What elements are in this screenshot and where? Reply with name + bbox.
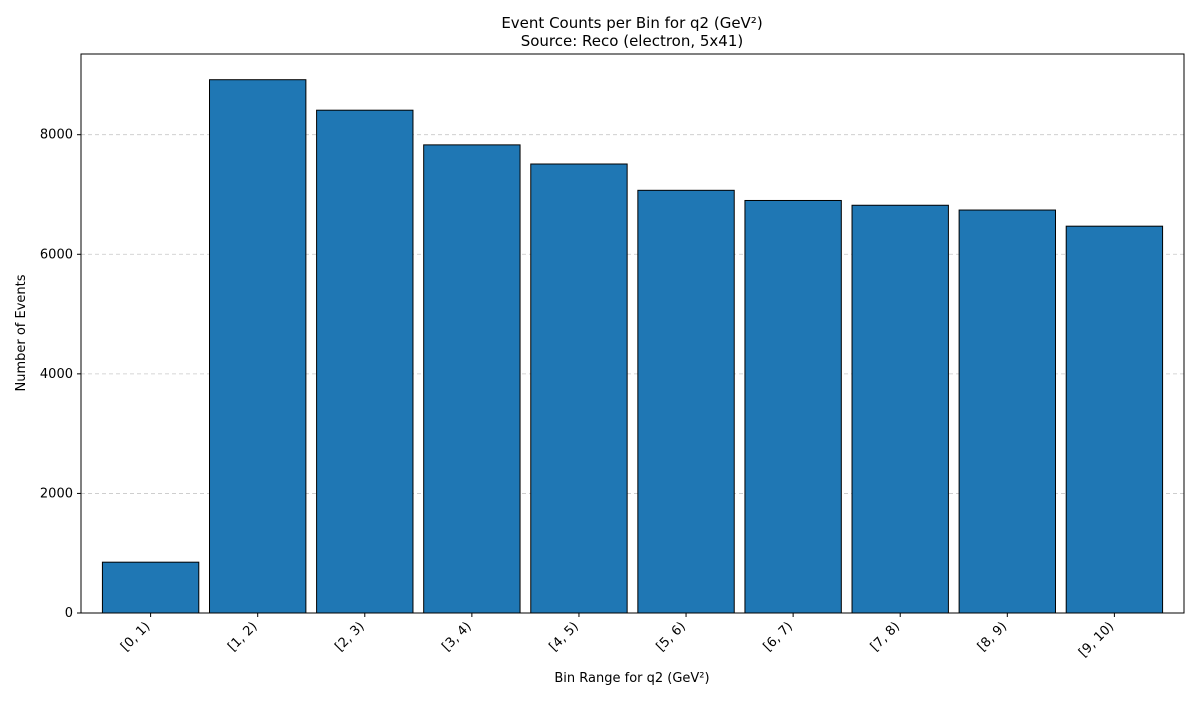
bar <box>423 144 521 614</box>
y-tick-label: 0 <box>65 606 73 621</box>
bar <box>744 199 842 614</box>
y-tick-label: 6000 <box>40 247 73 262</box>
bar <box>530 163 628 614</box>
y-tick-label: 8000 <box>40 128 73 143</box>
y-axis-label: Number of Events <box>14 274 29 391</box>
bar <box>958 209 1056 614</box>
bar <box>1065 225 1164 614</box>
bar <box>637 189 735 614</box>
y-tick-label: 4000 <box>40 367 73 382</box>
chart-subtitle: Source: Reco (electron, 5x41) <box>521 32 744 50</box>
bar <box>316 109 414 614</box>
bars <box>101 79 1164 614</box>
x-tick-label: [6, 7) <box>761 619 796 654</box>
plot-frame <box>80 53 1185 614</box>
x-tick-label: [0, 1) <box>118 619 153 654</box>
x-tick-label: [3, 4) <box>439 619 474 654</box>
x-tick-label: [4, 5) <box>546 619 581 654</box>
bar <box>851 204 949 614</box>
x-axis-label: Bin Range for q2 (GeV²) <box>554 671 709 686</box>
x-tick-label: [8, 9) <box>975 619 1010 654</box>
bar <box>101 561 200 614</box>
bar <box>209 79 307 614</box>
x-tick-label: [2, 3) <box>332 619 367 654</box>
x-tick-label: [7, 8) <box>868 619 903 654</box>
y-tick-label: 2000 <box>40 486 73 501</box>
x-tick-label: [5, 6) <box>654 619 689 654</box>
chart-title: Event Counts per Bin for q2 (GeV²) <box>501 14 762 32</box>
x-tick-label: [9, 10) <box>1076 619 1117 660</box>
x-tick-label: [1, 2) <box>225 619 260 654</box>
